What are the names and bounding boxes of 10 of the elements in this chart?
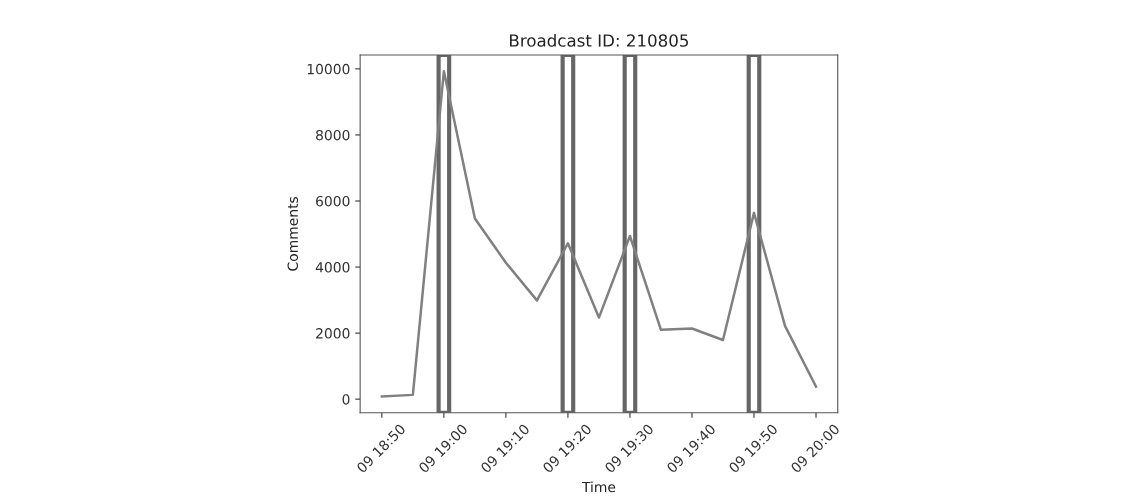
y-axis-title: Comments: [287, 196, 298, 271]
y-tick-label: 10000: [307, 63, 350, 75]
chart-title: Broadcast ID: 210805: [510, 33, 689, 47]
y-tick-label: 2000: [316, 328, 350, 339]
y-tick-label: 6000: [316, 195, 350, 207]
y-tick-label: 8000: [316, 129, 350, 141]
y-tick-label: 4000: [315, 262, 350, 273]
line-series: [380, 69, 818, 398]
y-tick-label: 0: [342, 394, 350, 405]
x-axis-title: Time: [581, 481, 616, 493]
